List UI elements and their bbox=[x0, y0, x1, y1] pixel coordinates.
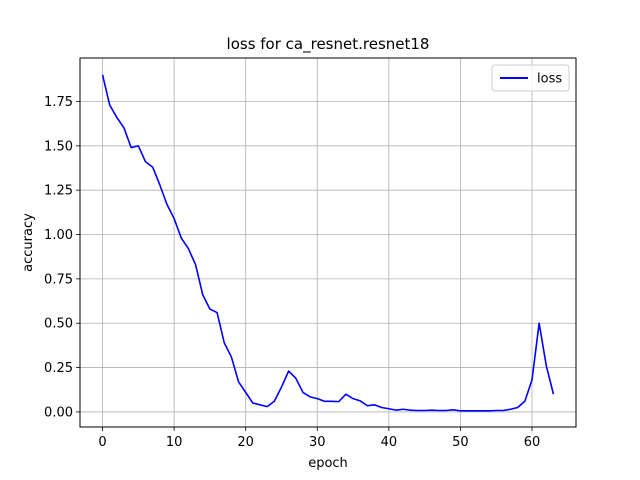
y-axis-label: accuracy bbox=[21, 213, 36, 272]
plot-frame bbox=[79, 57, 577, 428]
series-line-loss bbox=[101, 74, 555, 412]
legend: loss bbox=[491, 64, 570, 92]
x-axis-label: epoch bbox=[308, 456, 348, 471]
y-tick-label: 0.25 bbox=[44, 361, 73, 376]
y-tick-label: 0.75 bbox=[44, 272, 73, 287]
y-tick-label: 1.50 bbox=[44, 139, 73, 154]
x-tick-label: 30 bbox=[309, 435, 326, 450]
y-axis: 0.00 0.25 0.50 0.75 1.00 1.25 1.50 1.75 bbox=[44, 95, 80, 420]
series-layer bbox=[101, 74, 555, 412]
y-tick-label: 0.50 bbox=[44, 317, 73, 332]
y-tick-label: 1.75 bbox=[44, 95, 73, 110]
chart-title: loss for ca_resnet.resnet18 bbox=[227, 35, 430, 54]
x-tick-label: 60 bbox=[524, 435, 541, 450]
x-tick-label: 0 bbox=[98, 435, 106, 450]
y-tick-label: 0.00 bbox=[44, 405, 73, 420]
y-tick-label: 1.00 bbox=[44, 228, 73, 243]
x-tick-label: 20 bbox=[237, 435, 254, 450]
grid bbox=[80, 58, 576, 427]
x-tick-label: 10 bbox=[166, 435, 183, 450]
y-tick-label: 1.25 bbox=[44, 184, 73, 199]
x-tick-label: 40 bbox=[381, 435, 398, 450]
legend-frame bbox=[491, 64, 570, 92]
legend-label-loss: loss bbox=[537, 72, 562, 87]
x-tick-label: 50 bbox=[452, 435, 469, 450]
x-axis: 0 10 20 30 40 50 60 bbox=[98, 427, 540, 450]
